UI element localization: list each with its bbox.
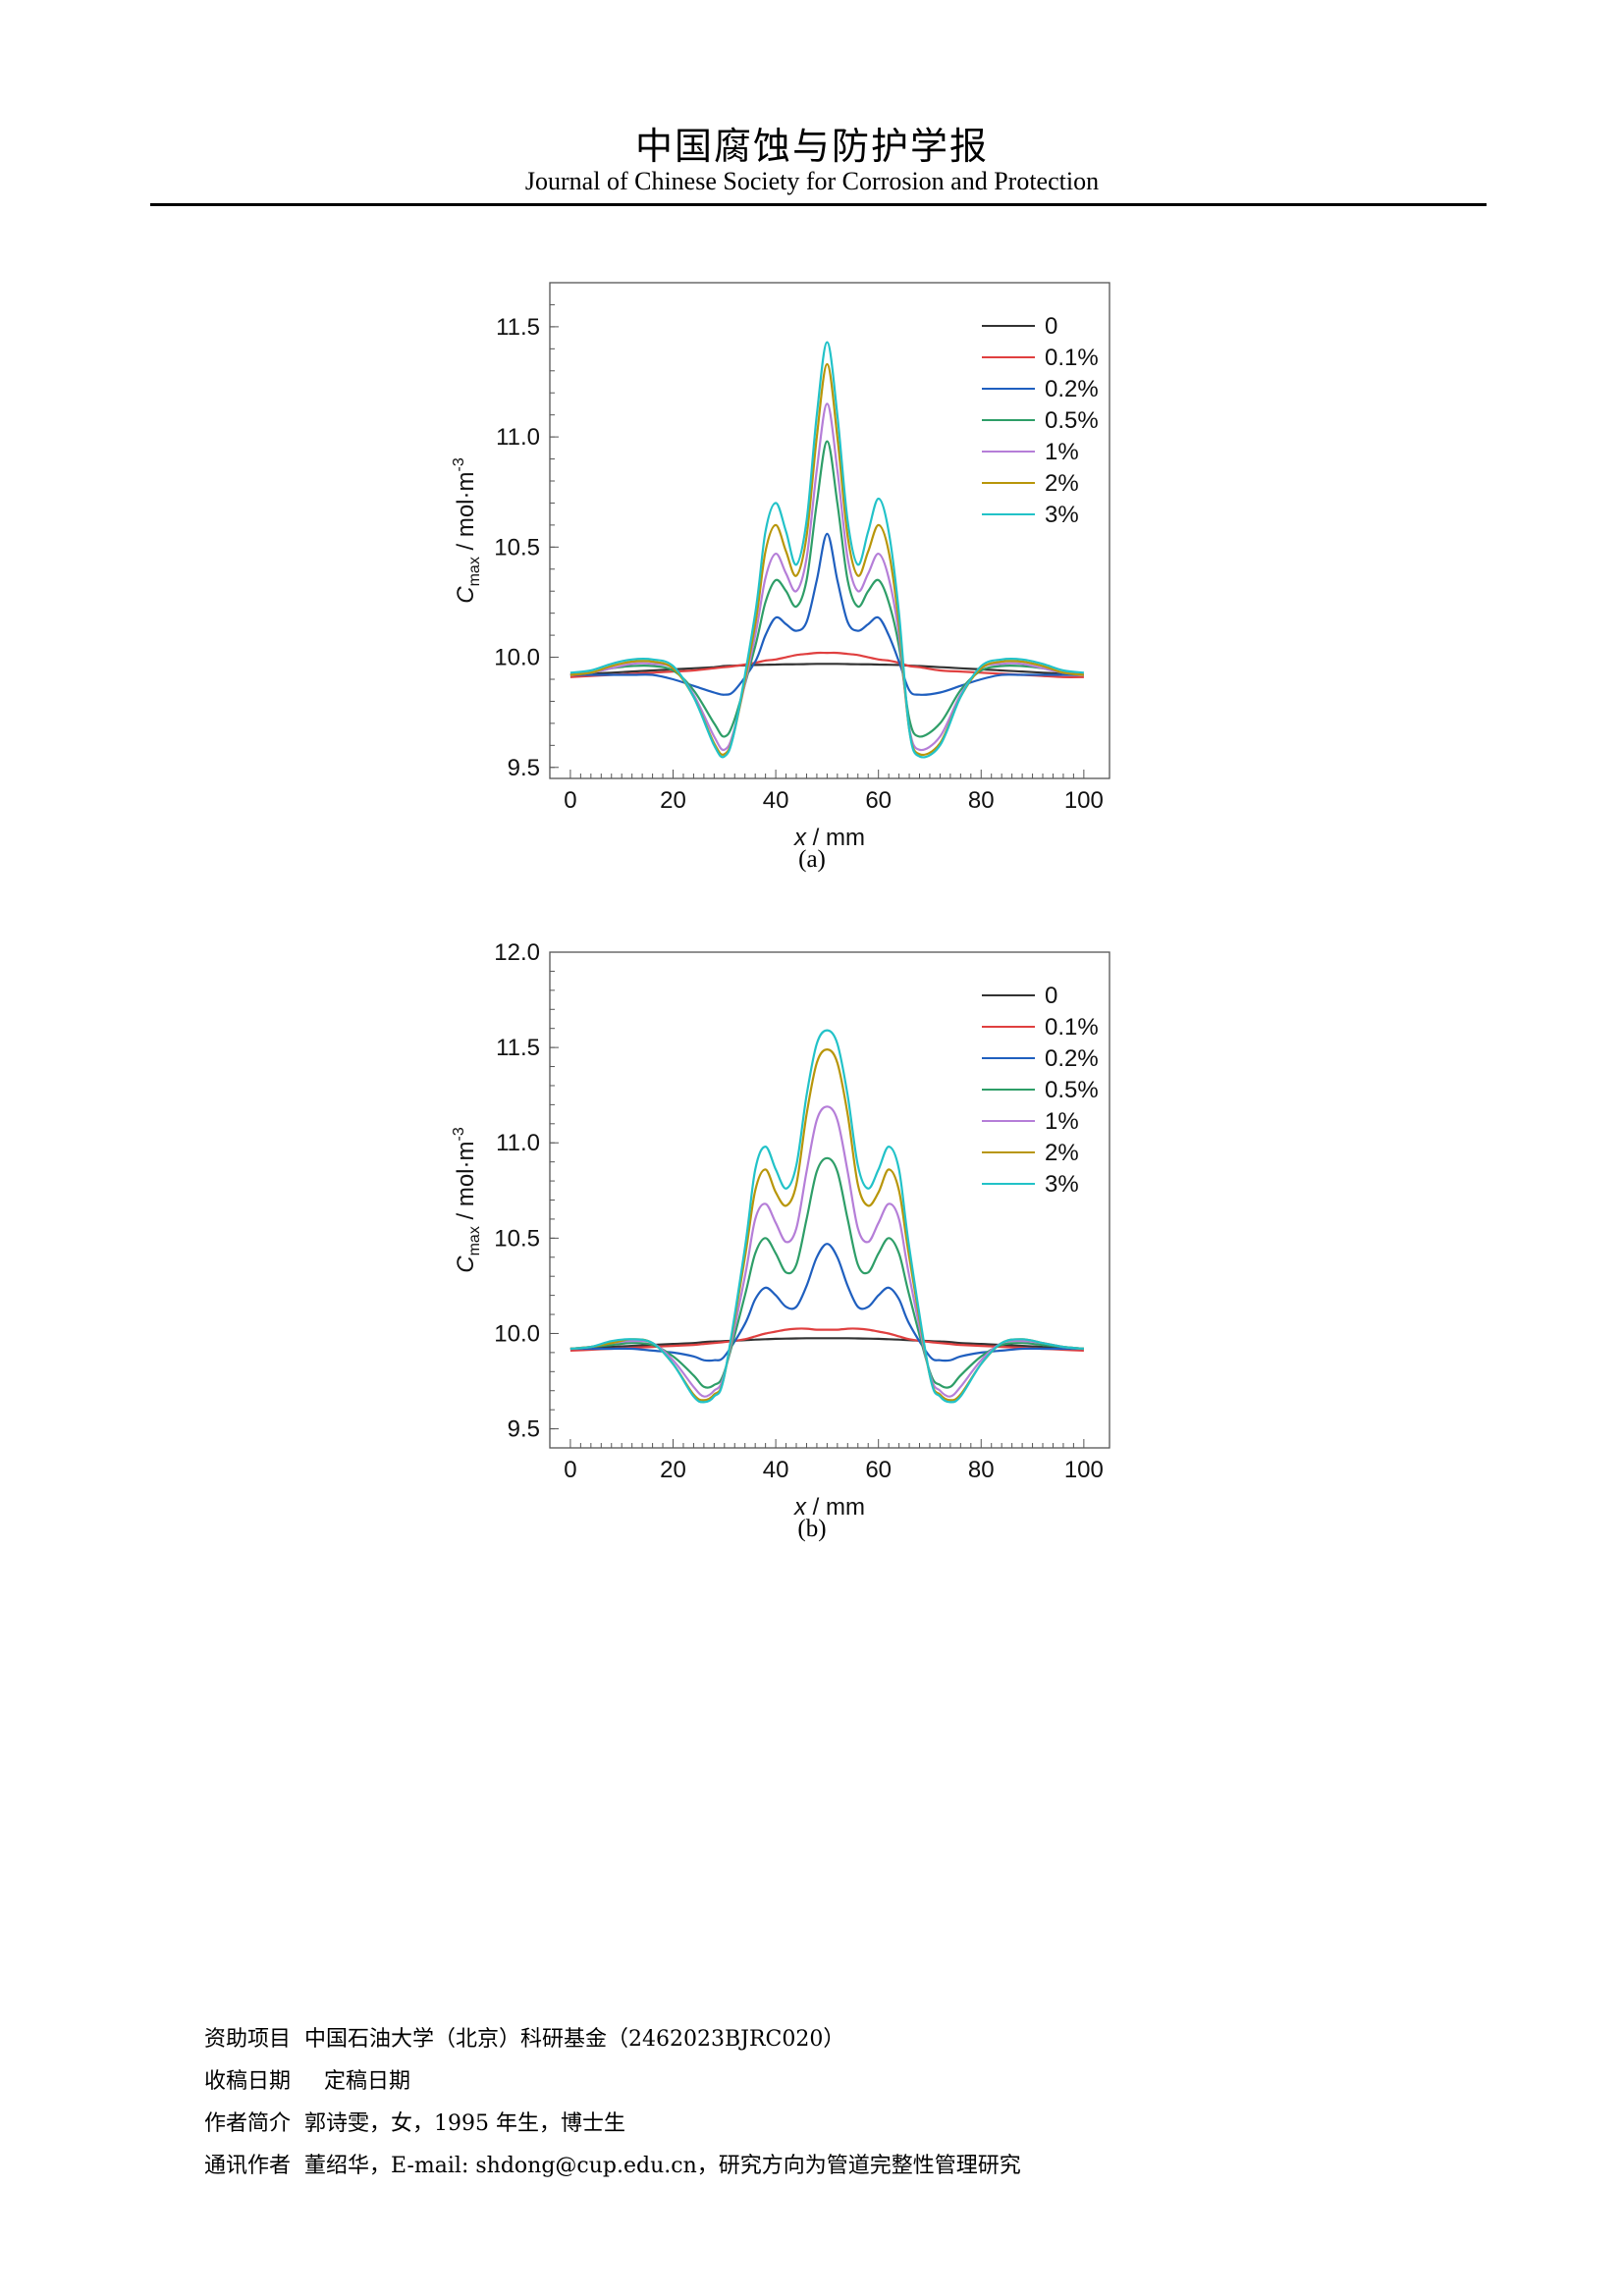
chart-b-x-tick-label: 80 — [968, 1457, 995, 1483]
chart-b-series-line — [569, 1337, 1084, 1351]
chart-a-y-axis-label: Cmax / mol·m-3 — [451, 457, 483, 604]
received-label: 收稿日期 — [204, 2069, 292, 2094]
chart-a-series-line — [569, 651, 1084, 678]
chart-a-legend-label: 3% — [1045, 502, 1079, 528]
chart-b-y-tick-label: 11.0 — [496, 1130, 540, 1156]
chart-b-legend-label: 0.1% — [1045, 1014, 1099, 1041]
chart-b-legend-label: 3% — [1045, 1171, 1079, 1198]
chart-b-series-line — [569, 1156, 1084, 1389]
chart-b-y-tick-label: 10.5 — [494, 1225, 540, 1252]
chart-b-y-tick-label: 9.5 — [508, 1416, 540, 1443]
chart-a-legend-label: 1% — [1045, 439, 1079, 465]
chart-b-y-tick-label: 11.5 — [496, 1035, 540, 1061]
chart-a-x-tick-label: 0 — [564, 787, 576, 814]
chart-a-x-tick-label: 40 — [763, 787, 789, 814]
chart-b-x-tick-label: 20 — [660, 1457, 686, 1483]
chart-a-series-line — [569, 341, 1085, 759]
chart-b-legend-label: 0.5% — [1045, 1077, 1099, 1103]
chart-b-series-group — [569, 1029, 1084, 1404]
chart-a-y-tick-label: 11.0 — [496, 424, 540, 451]
chart-b-legend-label: 1% — [1045, 1108, 1079, 1135]
chart-a: 0 20 40 60 80 100 9.5 10.0 10.5 11.0 11.5 x / mm Cma… — [451, 282, 1110, 851]
figure-a: 0 20 40 60 80 100 9.5 10.0 10.5 11.0 11.5 x / mm Cma… — [432, 257, 1139, 866]
chart-a-y-tick-label: 9.5 — [508, 755, 540, 781]
caption-b: (b) — [797, 1516, 827, 1542]
chart-a-plot-frame — [549, 282, 1110, 779]
chart-b-legend-label: 0.2% — [1045, 1045, 1099, 1072]
chart-a-legend-label: 0 — [1045, 313, 1057, 340]
corresponding-text: 董绍华，E-mail: shdong@cup.edu.cn，研究方向为管道完整性… — [304, 2154, 1021, 2178]
chart-b-x-tick-label: 100 — [1064, 1457, 1104, 1483]
bio-line: 作者简介 郭诗雯，女，1995 年生，博士生 — [204, 2103, 1021, 2145]
chart-b-legend-label: 2% — [1045, 1140, 1079, 1166]
chart-a-x-tick-label: 20 — [660, 787, 686, 814]
chart-b-x-tick-label: 60 — [865, 1457, 892, 1483]
corresponding-line: 通讯作者 董绍华，E-mail: shdong@cup.edu.cn，研究方向为管… — [204, 2145, 1021, 2187]
chart-a-series-line — [569, 440, 1085, 738]
final-label: 定稿日期 — [324, 2069, 411, 2094]
chart-b-series-line — [569, 1105, 1084, 1398]
chart-a-series-line — [569, 402, 1085, 752]
dates-line: 收稿日期 定稿日期 — [204, 2060, 1021, 2103]
bio-label: 作者简介 — [204, 2111, 292, 2136]
chart-b-legend-label: 0 — [1045, 983, 1057, 1009]
chart-a-series-group — [569, 341, 1085, 759]
chart-a-legend-label: 0.1% — [1045, 345, 1099, 371]
chart-a-x-tick-label: 80 — [968, 787, 995, 814]
chart-b-series-line — [569, 1243, 1084, 1362]
funding-line: 资助项目 中国石油大学（北京）科研基金（2462023BJRC020） — [204, 2018, 1021, 2060]
chart-a-y-tick-label: 10.5 — [494, 534, 540, 561]
figure-b: 0 20 40 60 80 100 9.5 10.0 10.5 11.0 11.5 12.0 x / m… — [432, 927, 1139, 1535]
chart-b-x-tick-label: 40 — [763, 1457, 789, 1483]
chart-b: 0 20 40 60 80 100 9.5 10.0 10.5 11.0 11.5 12.0 x / m… — [451, 939, 1110, 1521]
chart-a-legend-label: 2% — [1045, 470, 1079, 497]
corresponding-label: 通讯作者 — [204, 2154, 292, 2178]
chart-b-y-tick-label: 10.0 — [494, 1320, 540, 1347]
journal-title-cn: 中国腐蚀与防护学报 — [634, 125, 989, 168]
chart-b-y-axis-label: Cmax / mol·m-3 — [451, 1127, 483, 1273]
chart-a-x-axis-label: x / mm — [793, 825, 865, 851]
chart-a-y-tick-label: 10.0 — [494, 645, 540, 671]
chart-a-legend-label: 0.2% — [1045, 376, 1099, 402]
funding-text: 中国石油大学（北京）科研基金（2462023BJRC020） — [304, 2027, 845, 2052]
chart-a-legend-label: 0.5% — [1045, 407, 1099, 434]
chart-b-series-line — [569, 1029, 1084, 1404]
funding-label: 资助项目 — [204, 2027, 292, 2052]
chart-a-x-tick-label: 60 — [865, 787, 892, 814]
chart-b-series-line — [569, 1047, 1084, 1402]
chart-b-x-tick-label: 0 — [564, 1457, 576, 1483]
bio-text: 郭诗雯，女，1995 年生，博士生 — [304, 2111, 625, 2136]
chart-a-y-tick-label: 11.5 — [496, 314, 540, 341]
chart-a-series-line — [569, 663, 1084, 676]
chart-a-x-tick-label: 100 — [1064, 787, 1104, 814]
caption-a: (a) — [798, 846, 826, 873]
chart-b-x-axis-label: x / mm — [793, 1494, 865, 1521]
chart-b-series-line — [569, 1327, 1084, 1352]
chart-b-y-tick-label: 12.0 — [494, 939, 540, 966]
header-rule — [150, 203, 1487, 206]
journal-title-en: Journal of Chinese Society for Corrosion… — [524, 167, 1100, 195]
chart-a-series-line — [569, 362, 1085, 756]
footnotes: 资助项目 中国石油大学（北京）科研基金（2462023BJRC020） 收稿日期 定… — [204, 2018, 1021, 2187]
